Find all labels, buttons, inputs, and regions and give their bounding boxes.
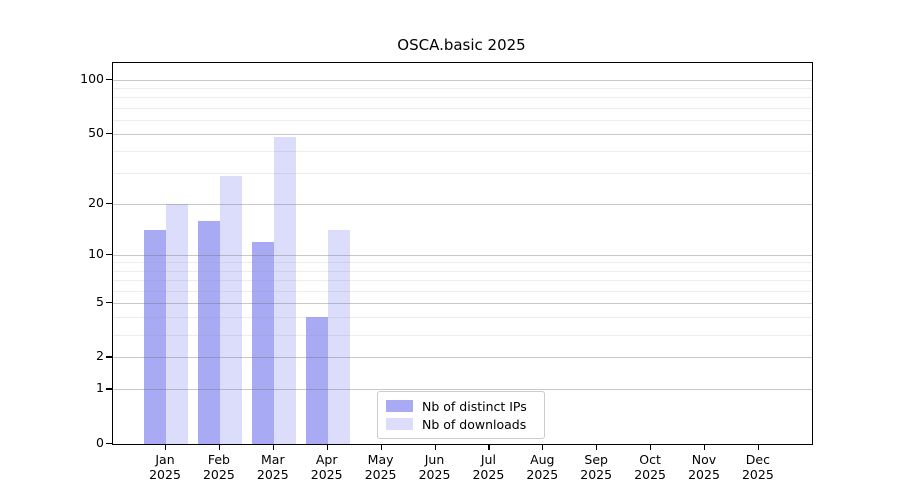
x-tick-mark xyxy=(272,445,274,450)
chart-title: OSCA.basic 2025 xyxy=(397,36,526,54)
x-tick-label: Sep 2025 xyxy=(580,452,613,482)
y-tick-label: 100 xyxy=(80,71,104,86)
y-tick-label: 50 xyxy=(88,124,104,140)
major-gridline xyxy=(113,389,812,391)
x-tick-label: May 2025 xyxy=(364,452,397,482)
x-tick-mark xyxy=(488,445,490,450)
x-tick-label: Nov 2025 xyxy=(688,452,720,482)
x-tick-mark xyxy=(380,445,382,450)
minor-gridline xyxy=(113,119,812,121)
major-gridline xyxy=(113,203,812,205)
major-gridline xyxy=(113,302,812,304)
legend-label-distinct-ips: Nb of distinct IPs xyxy=(422,398,527,414)
x-tick-label: Apr 2025 xyxy=(310,452,343,482)
major-gridline xyxy=(113,254,812,256)
x-tick-label: Aug 2025 xyxy=(526,452,559,482)
x-tick-mark xyxy=(704,445,706,450)
bar-ips-jan xyxy=(144,230,166,444)
minor-gridline xyxy=(113,334,812,336)
downloads-swatch xyxy=(386,418,413,430)
x-tick-mark xyxy=(326,445,328,450)
minor-gridline xyxy=(113,173,812,175)
bar-ips-apr xyxy=(305,317,328,444)
x-tick-label: Feb 2025 xyxy=(202,452,235,482)
y-tick-mark xyxy=(106,443,112,445)
y-tick-mark xyxy=(106,253,112,256)
major-gridline xyxy=(113,80,812,81)
minor-gridline xyxy=(113,97,812,99)
y-tick-label: 5 xyxy=(96,293,104,309)
bar-ips-mar xyxy=(251,241,274,444)
bar-downloads-mar xyxy=(273,137,296,444)
y-tick-label: 1 xyxy=(96,380,104,396)
legend-item: Nb of downloads xyxy=(386,415,536,433)
bar-downloads-jan xyxy=(166,203,188,444)
y-tick-label: 10 xyxy=(88,245,104,261)
y-tick-mark xyxy=(106,388,112,390)
minor-gridline xyxy=(113,290,812,292)
major-gridline xyxy=(113,133,812,135)
x-tick-mark xyxy=(165,445,167,450)
x-tick-label: Jun 2025 xyxy=(418,452,451,482)
y-tick-mark xyxy=(106,356,112,358)
x-tick-label: Jan 2025 xyxy=(149,452,181,482)
bar-ips-feb xyxy=(197,220,220,444)
minor-gridline xyxy=(113,270,812,272)
y-tick-mark xyxy=(106,301,112,303)
minor-gridline xyxy=(113,317,812,319)
y-tick-label: 20 xyxy=(88,194,104,210)
minor-gridline xyxy=(113,88,812,90)
minor-gridline xyxy=(113,107,812,109)
x-tick-label: Mar 2025 xyxy=(256,452,289,482)
bar-downloads-apr xyxy=(327,230,350,444)
x-tick-mark xyxy=(542,445,544,450)
x-tick-mark xyxy=(757,445,760,450)
x-tick-mark xyxy=(596,445,598,450)
x-tick-label: Jul 2025 xyxy=(472,452,505,482)
x-tick-label: Dec 2025 xyxy=(741,452,774,482)
legend-item: Nb of distinct IPs xyxy=(386,397,536,415)
minor-gridline xyxy=(113,151,812,153)
y-tick-mark xyxy=(106,202,112,205)
distinct-ips-swatch xyxy=(386,400,413,412)
x-tick-mark xyxy=(650,445,652,450)
y-tick-mark xyxy=(106,132,112,135)
bar-downloads-feb xyxy=(219,175,242,444)
y-tick-mark xyxy=(106,79,112,81)
x-tick-mark xyxy=(218,445,221,450)
minor-gridline xyxy=(113,279,812,281)
y-tick-label: 2 xyxy=(96,348,104,364)
x-tick-mark xyxy=(434,445,436,450)
minor-gridline xyxy=(113,262,812,264)
y-tick-label: 0 xyxy=(96,435,104,450)
plot-area xyxy=(112,62,813,445)
x-tick-label: Oct 2025 xyxy=(634,452,666,482)
major-gridline xyxy=(113,357,812,359)
legend: Nb of distinct IPs Nb of downloads xyxy=(377,391,545,439)
legend-label-downloads: Nb of downloads xyxy=(422,416,527,432)
